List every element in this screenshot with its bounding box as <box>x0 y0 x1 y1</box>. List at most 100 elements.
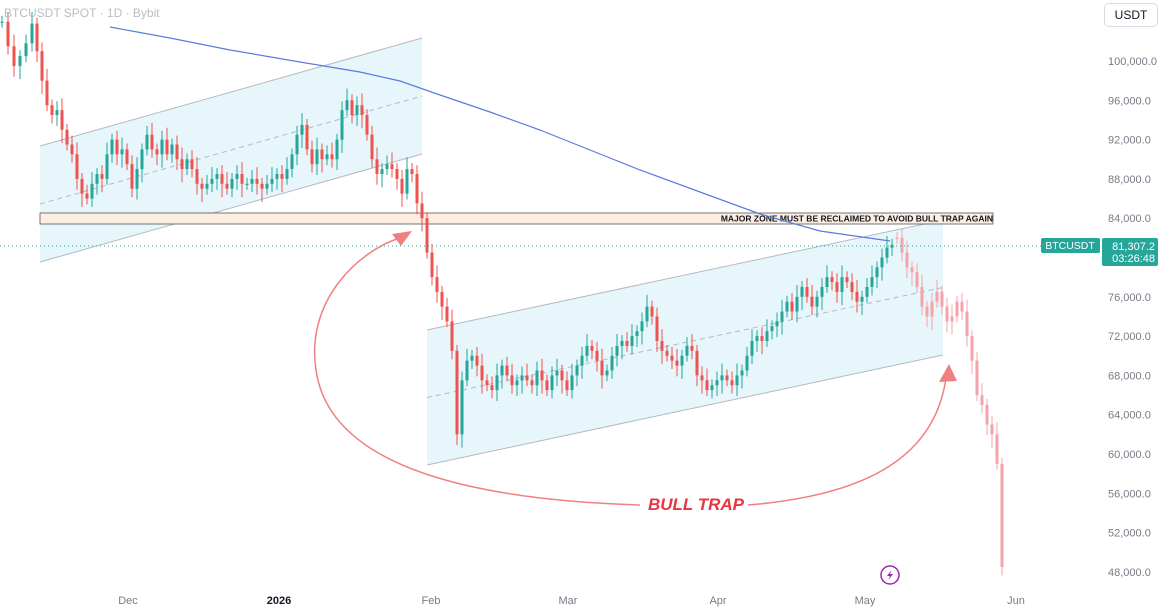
price-candle <box>120 149 124 155</box>
candles-layer <box>0 11 894 448</box>
price-candle <box>50 105 54 116</box>
lightning-icon[interactable] <box>880 565 900 585</box>
price-candle <box>80 178 84 194</box>
projection-candle <box>975 360 979 396</box>
price-candle <box>175 144 179 160</box>
price-candle <box>700 375 704 381</box>
projection-candle <box>910 267 914 273</box>
price-candle <box>115 139 119 155</box>
price-candle <box>605 370 609 376</box>
price-candle <box>800 286 804 297</box>
price-candle <box>170 144 174 155</box>
y-tick-label: 88,000.0 <box>1108 174 1151 186</box>
price-candle <box>575 365 579 376</box>
y-tick-label: 92,000.0 <box>1108 135 1151 147</box>
price-candle <box>220 173 224 184</box>
price-candle <box>395 169 399 179</box>
projection-candle <box>940 291 944 307</box>
price-candle <box>385 164 389 170</box>
price-candle <box>595 350 599 361</box>
price-candle <box>815 296 819 307</box>
price-candle <box>290 154 294 170</box>
price-candle <box>440 291 444 307</box>
channel-2-lower <box>426 354 944 466</box>
price-candle <box>345 100 349 111</box>
price-candle <box>240 173 244 184</box>
price-candle <box>840 277 844 292</box>
price-candle <box>400 178 404 194</box>
price-candle <box>640 321 644 332</box>
projection-layer <box>895 229 1004 576</box>
price-candle <box>180 159 184 170</box>
price-candle <box>235 173 239 179</box>
price-candle <box>40 51 44 81</box>
price-candle <box>825 277 829 287</box>
price-candle <box>12 46 16 66</box>
price-candle <box>615 345 619 356</box>
projection-candle <box>950 316 954 322</box>
x-tick-label: Mar <box>559 595 578 607</box>
price-candle <box>630 336 634 346</box>
price-candle <box>885 247 889 258</box>
price-candle <box>690 345 694 351</box>
projection-candle <box>920 286 924 307</box>
currency-button[interactable]: USDT <box>1104 3 1158 27</box>
price-candle <box>315 149 319 165</box>
price-candle <box>755 336 759 342</box>
price-candle <box>745 355 749 371</box>
price-candle <box>185 159 189 170</box>
x-tick-label: Jun <box>1007 595 1025 607</box>
price-candle <box>200 183 204 189</box>
price-candle <box>695 350 699 376</box>
price-candle <box>65 129 69 145</box>
price-candle <box>110 139 114 155</box>
channel-1-lower <box>39 153 423 263</box>
projection-candle <box>900 237 904 253</box>
price-candle <box>805 286 809 297</box>
projection-candle <box>965 311 969 337</box>
x-axis[interactable]: Dec 2026 Feb Mar Apr May Jun <box>118 595 1025 607</box>
price-candle <box>320 149 324 160</box>
y-tick-label: 100,000.0 <box>1108 56 1157 68</box>
x-tick-label: Dec <box>118 595 138 607</box>
price-candle <box>670 355 674 361</box>
price-candle <box>465 360 469 381</box>
price-candle <box>710 385 714 391</box>
price-candle <box>405 169 409 194</box>
y-tick-label: 96,000.0 <box>1108 95 1151 107</box>
price-candle <box>18 56 22 66</box>
price-candle <box>600 360 604 376</box>
price-candle <box>105 154 109 179</box>
price-candle <box>75 154 79 179</box>
price-candle <box>215 173 219 179</box>
price-candle <box>580 355 584 366</box>
price-candle <box>880 257 884 268</box>
price-candle <box>225 183 229 189</box>
price-candle <box>665 350 669 356</box>
price-candle <box>495 375 499 391</box>
price-candle <box>675 360 679 366</box>
price-candle <box>445 306 449 322</box>
price-candle <box>255 178 259 184</box>
channel-2-upper <box>426 219 944 331</box>
projection-candle <box>970 336 974 361</box>
projection-candle <box>960 301 964 312</box>
price-candle <box>280 173 284 179</box>
price-candle <box>650 306 654 317</box>
arrow-right-head <box>939 364 957 382</box>
price-candle <box>295 134 299 155</box>
price-candle <box>195 169 199 184</box>
price-candle <box>330 154 334 160</box>
price-candle <box>130 164 134 189</box>
price-candle <box>35 23 39 52</box>
y-tick-label: 76,000.0 <box>1108 292 1151 304</box>
price-candle <box>735 375 739 386</box>
price-candle <box>635 331 639 337</box>
y-axis[interactable]: 100,000.0 96,000.0 92,000.0 88,000.0 84,000.… <box>1108 56 1157 579</box>
price-candle <box>485 380 489 386</box>
price-candle <box>845 277 849 283</box>
price-candle <box>85 193 89 199</box>
price-candle <box>135 169 139 189</box>
price-candle <box>740 370 744 376</box>
